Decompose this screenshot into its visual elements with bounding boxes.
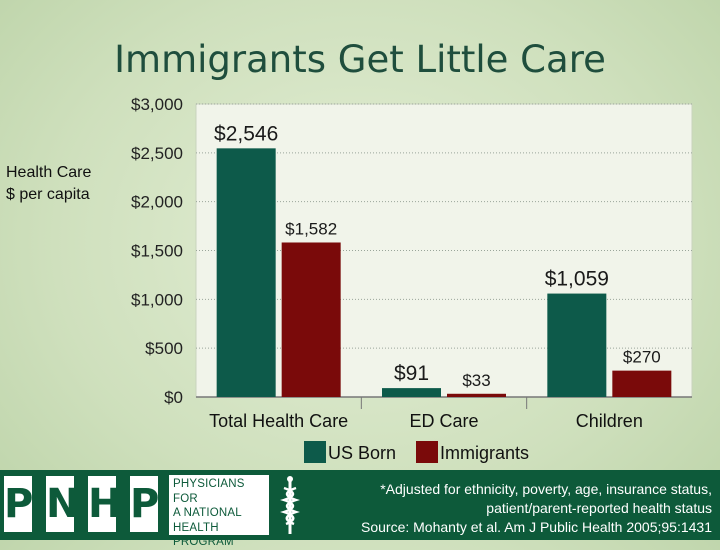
plot-area: [195, 103, 693, 398]
chart-title: Immigrants Get Little Care: [114, 38, 606, 81]
bar-chart: $0 $500 $1,000 $1,500 $2,000 $2,500 $3,000 $2,…: [131, 95, 693, 463]
data-label: $1,582: [285, 219, 337, 238]
logo-wordmark: PHYSICIANS FOR A NATIONAL HEALTH PROGRAM: [168, 474, 270, 548]
data-label: $2,546: [214, 122, 278, 145]
y-tick-label: $3,000: [131, 95, 183, 114]
footnote: *Adjusted for ethnicity, poverty, age, i…: [292, 480, 712, 537]
y-axis-label-line-1: Health Care: [6, 164, 92, 181]
bar: [547, 293, 607, 397]
caduceus-icon: [280, 476, 300, 534]
plot-background: [195, 103, 693, 398]
data-label: $270: [623, 348, 661, 367]
data-label: $91: [394, 362, 429, 385]
gridlines: [196, 103, 692, 409]
y-axis-label: Health Care $ per capita: [6, 162, 91, 206]
bar: [281, 242, 341, 397]
y-axis-label-line-2: $ per capita: [6, 186, 90, 203]
footer-band: P N H P PHYSICIANS FOR A NATIONAL HEALTH…: [0, 470, 720, 548]
x-tick-labels: Total Health Care ED Care Children: [209, 411, 643, 431]
x-tick-label: Total Health Care: [209, 411, 348, 431]
y-tick-label: $1,000: [131, 290, 183, 309]
footnote-line-1: *Adjusted for ethnicity, poverty, age, i…: [380, 481, 712, 497]
bar: [612, 370, 672, 397]
x-tick-label: Children: [576, 411, 643, 431]
y-tick-label: $2,500: [131, 144, 183, 163]
bars: $2,546 $1,582 $91 $33 $1,059 $270: [214, 122, 672, 397]
y-tick-labels: $0 $500 $1,000 $1,500 $2,000 $2,500 $3,000: [131, 95, 183, 407]
bar: [447, 393, 506, 397]
x-tick-label: ED Care: [409, 411, 478, 431]
data-label: $1,059: [545, 268, 609, 291]
logo-letter-p2: P: [130, 476, 159, 532]
logo-letter-n: N: [46, 476, 79, 532]
footnote-line-2: patient/parent-reported health status: [486, 500, 712, 516]
logo-letter-p1: P: [4, 476, 33, 532]
footnote-line-3: Source: Mohanty et al. Am J Public Healt…: [361, 519, 712, 535]
y-tick-label: $0: [164, 388, 183, 407]
legend-label: US Born: [328, 443, 396, 463]
data-label: $33: [462, 371, 490, 390]
y-tick-label: $500: [145, 339, 183, 358]
bar: [216, 148, 276, 397]
legend-swatch: [416, 441, 438, 463]
y-tick-label: $1,500: [131, 242, 183, 261]
legend: US Born Immigrants: [304, 441, 529, 463]
logo-letter-h: H: [88, 476, 121, 532]
y-tick-label: $2,000: [131, 193, 183, 212]
legend-swatch: [304, 441, 326, 463]
legend-label: Immigrants: [440, 443, 529, 463]
bar: [382, 388, 441, 397]
